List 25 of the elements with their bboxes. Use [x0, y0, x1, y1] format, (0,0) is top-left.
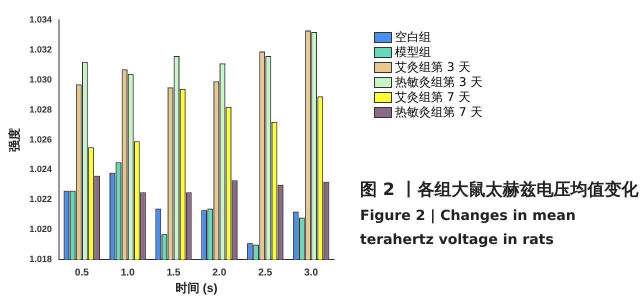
x-axis-title: 时间 (s)	[175, 281, 218, 296]
caption: Figure 2 | Changes in mean terahertz voltage in rats	[360, 207, 577, 250]
legend-label: 艾灸组第 3 天	[395, 60, 470, 75]
x-tick-label: 1.0	[120, 267, 136, 278]
x-tick-label: 2.0	[212, 267, 227, 278]
y-tick-label: 1.026	[29, 134, 52, 144]
legend-label: 热敏灸组第 3 天	[395, 75, 482, 90]
y-tick-label: 1.024	[29, 164, 52, 174]
legend-label: 模型组	[395, 45, 431, 60]
y-tick-label: 1.028	[29, 104, 52, 114]
caption: 图 2 丨各组大鼠太赫兹电压均值变化	[360, 179, 640, 202]
x-tick-label: 0.5	[74, 267, 90, 278]
legend-label: 艾灸组第 7 天	[395, 90, 470, 105]
y-tick-label: 1.032	[29, 44, 52, 54]
y-tick-label: 1.020	[29, 224, 52, 234]
y-tick-label: 1.018	[29, 254, 52, 264]
y-axis-title: 强度	[8, 128, 22, 152]
y-tick-label: 1.022	[29, 194, 52, 204]
x-tick-label: 3.0	[304, 267, 318, 278]
legend-label: 空白组	[395, 30, 431, 45]
y-tick-label: 1.034	[29, 14, 52, 24]
x-tick-label: 2.5	[258, 267, 273, 278]
x-tick-label: 1.5	[166, 267, 181, 278]
legend-label: 热敏灸组第 7 天	[395, 105, 482, 120]
y-tick-label: 1.030	[29, 74, 52, 84]
